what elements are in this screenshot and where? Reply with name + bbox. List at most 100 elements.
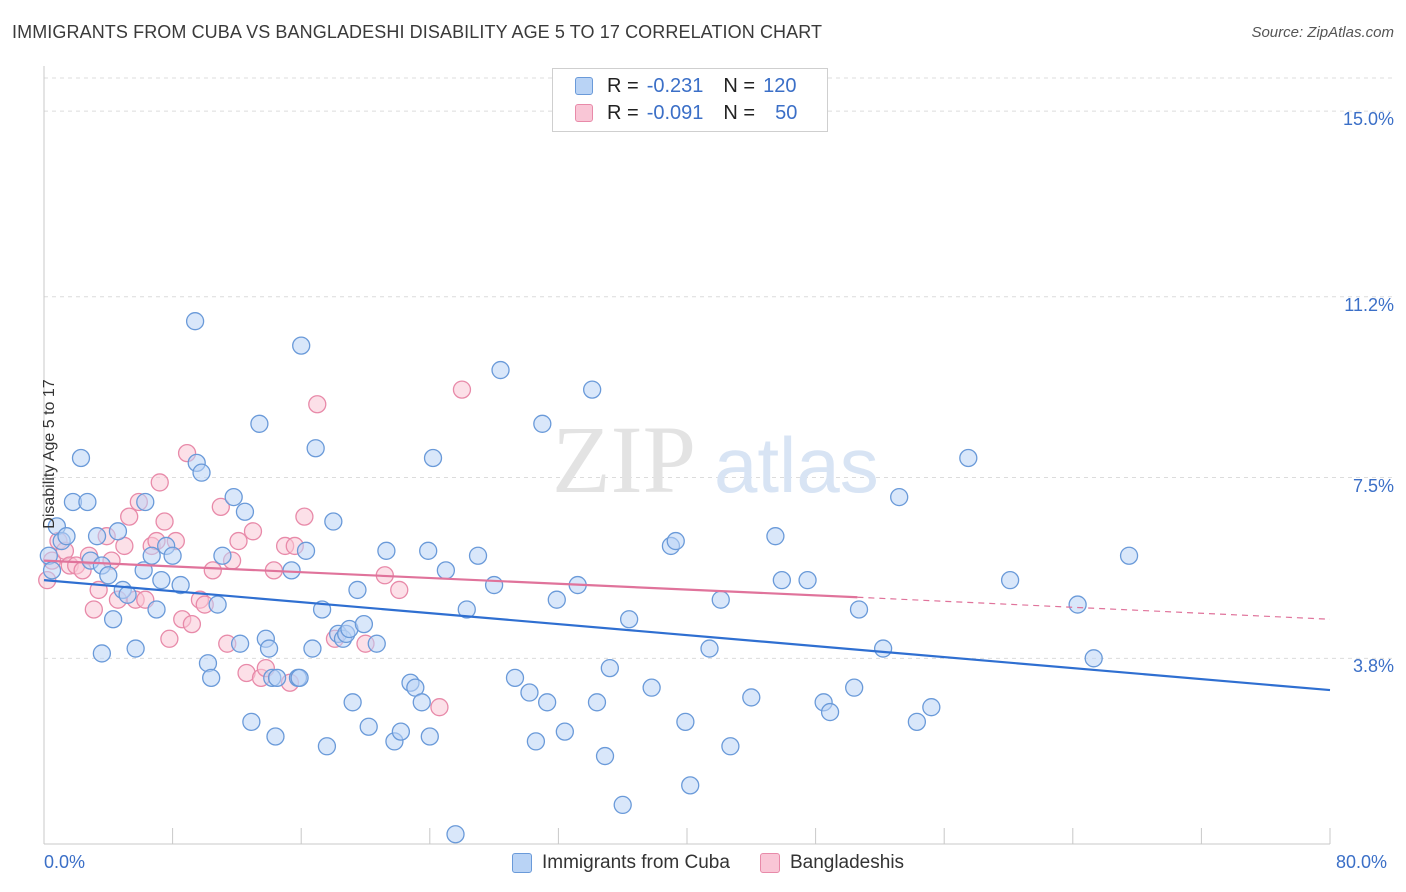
y-tick-label: 15.0% bbox=[1342, 109, 1394, 130]
correlation-legend: R = -0.231 N = 120 R = -0.091 N = 50 bbox=[552, 68, 828, 132]
cuba-point bbox=[126, 639, 145, 658]
cuba-point bbox=[290, 668, 309, 688]
cuba-point bbox=[922, 698, 941, 717]
bangladeshis-point bbox=[203, 561, 222, 580]
cuba-point bbox=[359, 717, 378, 736]
cuba-point bbox=[1084, 649, 1103, 668]
x-tick-label-min: 0.0% bbox=[44, 852, 86, 872]
cuba-point bbox=[259, 639, 279, 658]
cuba-point bbox=[71, 448, 91, 468]
cuba-point bbox=[419, 541, 438, 560]
cuba-point bbox=[367, 634, 386, 653]
y-tick-label: 7.5% bbox=[1352, 475, 1394, 496]
bangladeshis-point bbox=[390, 580, 409, 600]
legend-row-bangla: R = -0.091 N = 50 bbox=[575, 100, 797, 126]
series-label-bangla: Bangladeshis bbox=[789, 852, 905, 873]
cuba-point bbox=[303, 639, 322, 658]
bangladeshis-trend-line bbox=[43, 559, 858, 599]
cuba-point bbox=[849, 600, 869, 619]
legend-swatch-cuba bbox=[575, 77, 593, 95]
bangladeshis-point bbox=[160, 629, 179, 648]
watermark-zip: ZIP bbox=[552, 406, 696, 513]
cuba-point bbox=[42, 561, 62, 580]
y-tick-label: 11.2% bbox=[1344, 294, 1394, 315]
series-label-cuba: Immigrants from Cuba bbox=[542, 852, 730, 873]
bangladeshis-point bbox=[295, 507, 314, 526]
cuba-point bbox=[484, 575, 504, 595]
y-tick-label: 3.8% bbox=[1352, 656, 1394, 677]
cuba-point bbox=[213, 546, 232, 565]
cuba-point bbox=[208, 595, 227, 614]
bangladeshis-point bbox=[229, 531, 248, 551]
cuba-point bbox=[224, 487, 243, 507]
cuba-point bbox=[420, 727, 439, 746]
source-label: Source: ZipAtlas.com bbox=[1251, 24, 1394, 41]
cuba-point bbox=[250, 414, 269, 433]
cuba-point bbox=[1068, 595, 1087, 614]
cuba-point bbox=[681, 776, 700, 795]
series-legend: Immigrants from Cuba Bangladeshis bbox=[512, 852, 934, 874]
bangladeshis-point bbox=[243, 522, 263, 541]
bangladeshis-point bbox=[430, 698, 449, 717]
legend-r-label: R = bbox=[607, 74, 639, 97]
legend-row-cuba: R = -0.231 N = 120 bbox=[575, 73, 796, 99]
cuba-point bbox=[890, 487, 909, 507]
chart-title: IMMIGRANTS FROM CUBA VS BANGLADESHI DISA… bbox=[12, 22, 823, 42]
cuba-point bbox=[423, 448, 443, 468]
cuba-points bbox=[39, 312, 1139, 844]
legend-r-label: R = bbox=[607, 101, 639, 124]
cuba-point bbox=[436, 561, 456, 580]
cuba-point bbox=[391, 722, 411, 741]
axes bbox=[43, 66, 1331, 845]
cuba-point bbox=[676, 712, 695, 731]
bangladeshis-point bbox=[211, 497, 230, 517]
cuba-point bbox=[907, 712, 927, 731]
cuba-point bbox=[666, 531, 685, 551]
series-swatch-cuba bbox=[512, 853, 532, 873]
cuba-point bbox=[317, 737, 337, 756]
cuba-point bbox=[306, 439, 325, 458]
legend-n-value: 50 bbox=[775, 101, 798, 124]
cuba-point bbox=[348, 580, 367, 600]
cuba-point bbox=[57, 527, 76, 546]
cuba-point bbox=[1119, 546, 1139, 565]
cuba-point bbox=[873, 639, 893, 658]
gridlines bbox=[44, 77, 1395, 659]
bangladeshis-point bbox=[308, 395, 327, 414]
cuba-trend-line bbox=[43, 579, 1331, 692]
cuba-point bbox=[700, 639, 719, 658]
cuba-point bbox=[721, 737, 740, 756]
legend-n-value: 120 bbox=[763, 74, 797, 97]
cuba-point bbox=[282, 561, 301, 580]
cuba-point bbox=[537, 693, 557, 712]
cuba-point bbox=[520, 683, 539, 702]
cuba-point bbox=[959, 448, 978, 468]
cuba-point bbox=[446, 825, 465, 844]
cuba-point bbox=[235, 502, 255, 521]
cuba-point bbox=[587, 693, 607, 712]
watermark: ZIP atlas bbox=[552, 406, 879, 513]
cuba-point bbox=[354, 614, 374, 634]
cuba-point bbox=[92, 644, 112, 663]
cuba-point bbox=[147, 600, 166, 619]
bangladeshis-trend-extension bbox=[857, 596, 1331, 620]
cuba-point bbox=[742, 688, 761, 707]
cuba-point bbox=[820, 702, 840, 722]
bangladeshis-point bbox=[452, 380, 472, 399]
cuba-point bbox=[242, 712, 261, 731]
series-legend-bangla[interactable]: Bangladeshis bbox=[759, 852, 905, 874]
cuba-point bbox=[136, 492, 155, 512]
cuba-point bbox=[533, 414, 552, 433]
legend-r-value: -0.091 bbox=[646, 101, 704, 124]
cuba-point bbox=[766, 527, 785, 546]
cuba-point bbox=[457, 600, 476, 619]
series-legend-cuba[interactable]: Immigrants from Cuba bbox=[512, 852, 730, 874]
cuba-point bbox=[491, 360, 510, 380]
cuba-point bbox=[152, 571, 171, 590]
cuba-point bbox=[142, 546, 161, 565]
cuba-point bbox=[595, 746, 615, 766]
series-swatch-bangla bbox=[759, 853, 780, 873]
cuba-point bbox=[772, 571, 791, 590]
cuba-point bbox=[292, 336, 311, 355]
cuba-point bbox=[468, 546, 488, 565]
